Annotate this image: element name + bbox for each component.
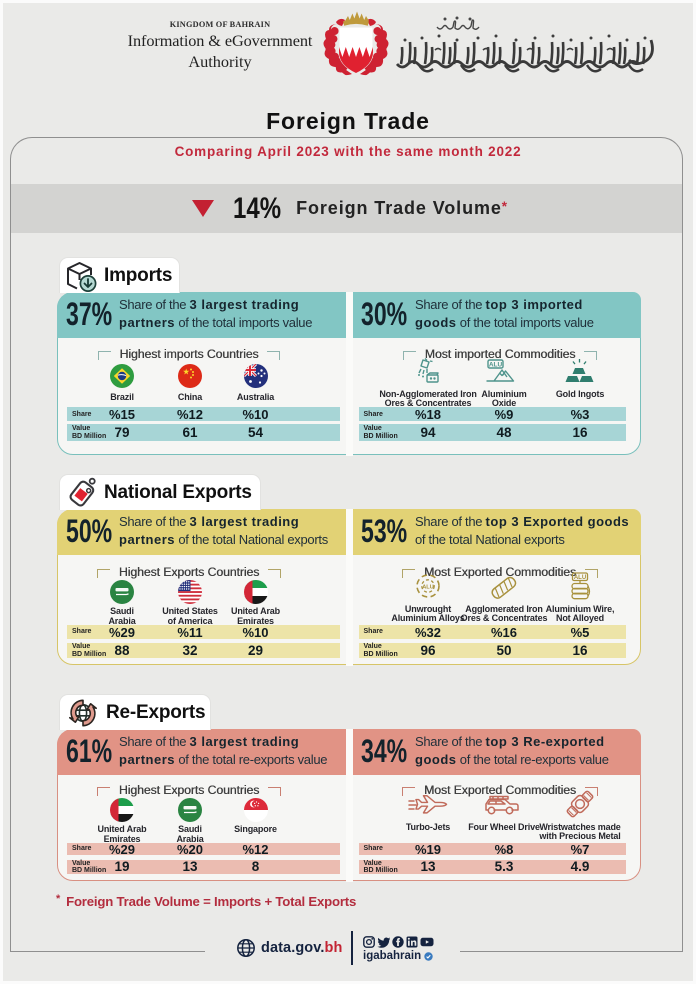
svg-text:ALU: ALU xyxy=(489,362,503,369)
svg-text:ALU: ALU xyxy=(422,584,434,590)
svg-text:ALU: ALU xyxy=(574,575,586,581)
